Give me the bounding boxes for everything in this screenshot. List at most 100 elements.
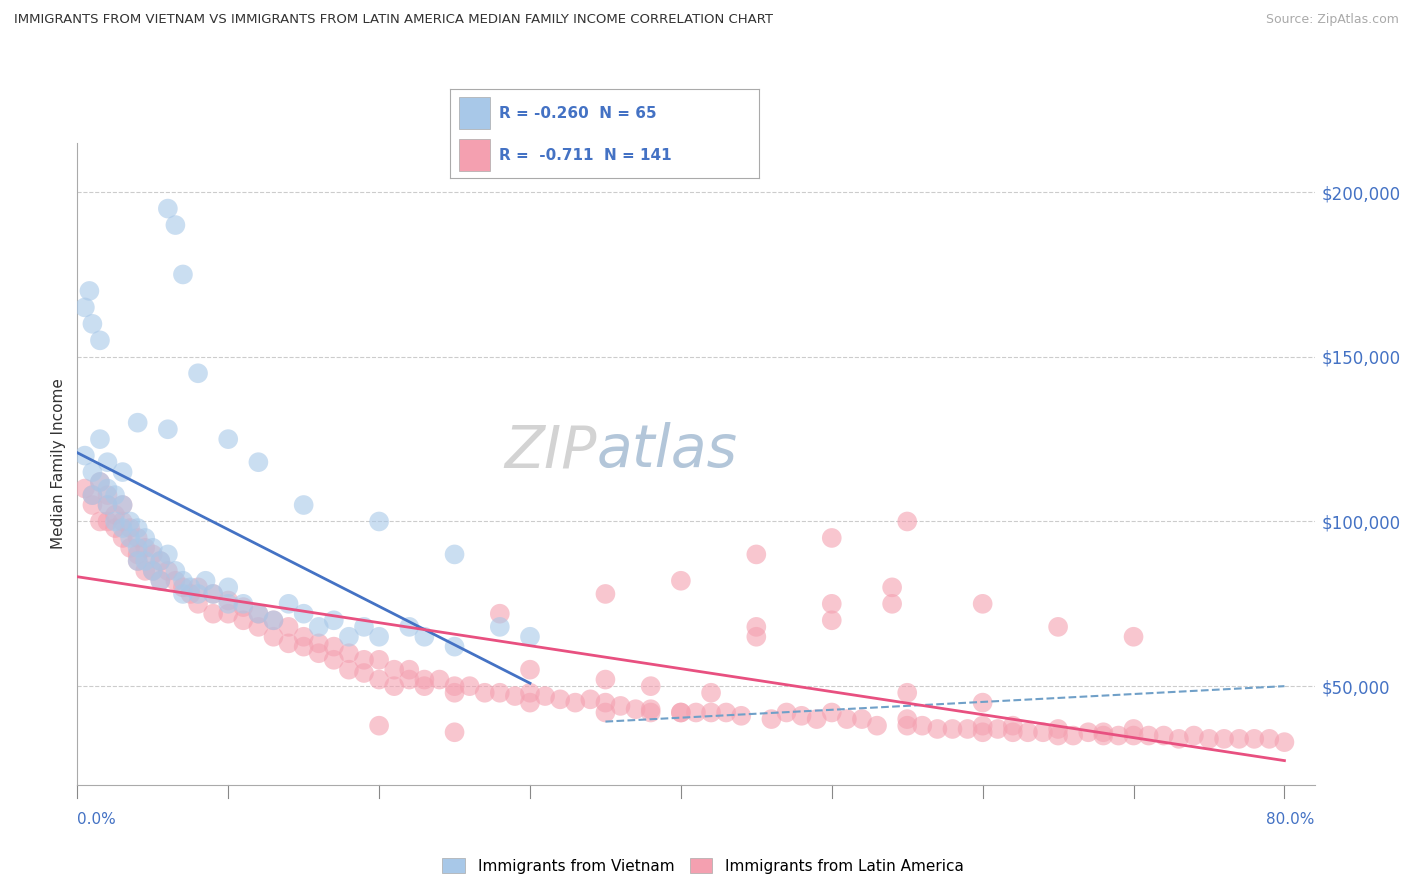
- Point: [96, 455, 118, 469]
- Point: [745, 620, 768, 634]
- Point: [1077, 725, 1099, 739]
- Point: [398, 620, 420, 634]
- Point: [202, 587, 225, 601]
- Point: [564, 696, 586, 710]
- Point: [202, 587, 225, 601]
- Point: [187, 366, 209, 380]
- Point: [1092, 725, 1115, 739]
- Point: [111, 521, 134, 535]
- Point: [217, 597, 239, 611]
- Point: [972, 696, 994, 710]
- Point: [142, 548, 165, 562]
- Point: [172, 574, 194, 588]
- Point: [165, 218, 187, 232]
- Point: [443, 548, 465, 562]
- Point: [82, 498, 104, 512]
- Point: [127, 521, 149, 535]
- Point: [149, 554, 172, 568]
- Point: [217, 580, 239, 594]
- Point: [1062, 729, 1084, 743]
- Point: [443, 679, 465, 693]
- Point: [1153, 729, 1175, 743]
- Point: [790, 708, 813, 723]
- Point: [172, 587, 194, 601]
- Point: [595, 587, 617, 601]
- Point: [669, 574, 692, 588]
- Point: [73, 482, 96, 496]
- Point: [640, 702, 662, 716]
- Point: [120, 515, 142, 529]
- Point: [458, 679, 481, 693]
- Point: [337, 630, 360, 644]
- Point: [134, 531, 156, 545]
- Point: [972, 719, 994, 733]
- Point: [413, 673, 436, 687]
- Point: [368, 719, 391, 733]
- Point: [149, 574, 172, 588]
- Point: [127, 531, 149, 545]
- Point: [896, 686, 918, 700]
- Point: [1122, 729, 1144, 743]
- Point: [111, 531, 134, 545]
- Point: [1047, 722, 1070, 736]
- Point: [247, 620, 270, 634]
- Text: R =  -0.711  N = 141: R = -0.711 N = 141: [499, 148, 672, 162]
- Point: [1274, 735, 1296, 749]
- Point: [353, 665, 375, 680]
- Point: [1001, 719, 1024, 733]
- Point: [277, 597, 299, 611]
- Point: [595, 696, 617, 710]
- Point: [187, 580, 209, 594]
- Point: [73, 301, 96, 315]
- Y-axis label: Median Family Income: Median Family Income: [51, 378, 66, 549]
- Point: [337, 646, 360, 660]
- Point: [247, 607, 270, 621]
- Point: [851, 712, 873, 726]
- Point: [82, 465, 104, 479]
- Point: [142, 564, 165, 578]
- Point: [111, 465, 134, 479]
- Text: R = -0.260  N = 65: R = -0.260 N = 65: [499, 106, 657, 120]
- Point: [247, 455, 270, 469]
- Point: [322, 640, 344, 654]
- Point: [232, 600, 254, 615]
- Point: [187, 587, 209, 601]
- Point: [1017, 725, 1039, 739]
- Point: [292, 498, 315, 512]
- Point: [443, 640, 465, 654]
- Point: [156, 202, 179, 216]
- Point: [503, 689, 526, 703]
- Point: [730, 708, 752, 723]
- Point: [624, 702, 647, 716]
- Point: [1213, 731, 1236, 746]
- Point: [308, 646, 330, 660]
- Point: [821, 531, 844, 545]
- Point: [835, 712, 858, 726]
- Point: [1047, 729, 1070, 743]
- Point: [685, 706, 707, 720]
- Point: [714, 706, 737, 720]
- Point: [866, 719, 889, 733]
- Point: [142, 564, 165, 578]
- Point: [187, 597, 209, 611]
- Point: [96, 482, 118, 496]
- Point: [120, 531, 142, 545]
- Point: [534, 689, 557, 703]
- Point: [413, 630, 436, 644]
- Point: [194, 574, 217, 588]
- Text: 0.0%: 0.0%: [77, 812, 117, 827]
- Point: [263, 613, 285, 627]
- Point: [353, 620, 375, 634]
- Point: [217, 593, 239, 607]
- Point: [1198, 731, 1220, 746]
- Point: [127, 416, 149, 430]
- Point: [149, 574, 172, 588]
- Bar: [460, 139, 491, 171]
- Point: [127, 554, 149, 568]
- Point: [896, 515, 918, 529]
- Point: [443, 686, 465, 700]
- Point: [134, 554, 156, 568]
- Point: [120, 541, 142, 555]
- Point: [368, 515, 391, 529]
- Point: [127, 554, 149, 568]
